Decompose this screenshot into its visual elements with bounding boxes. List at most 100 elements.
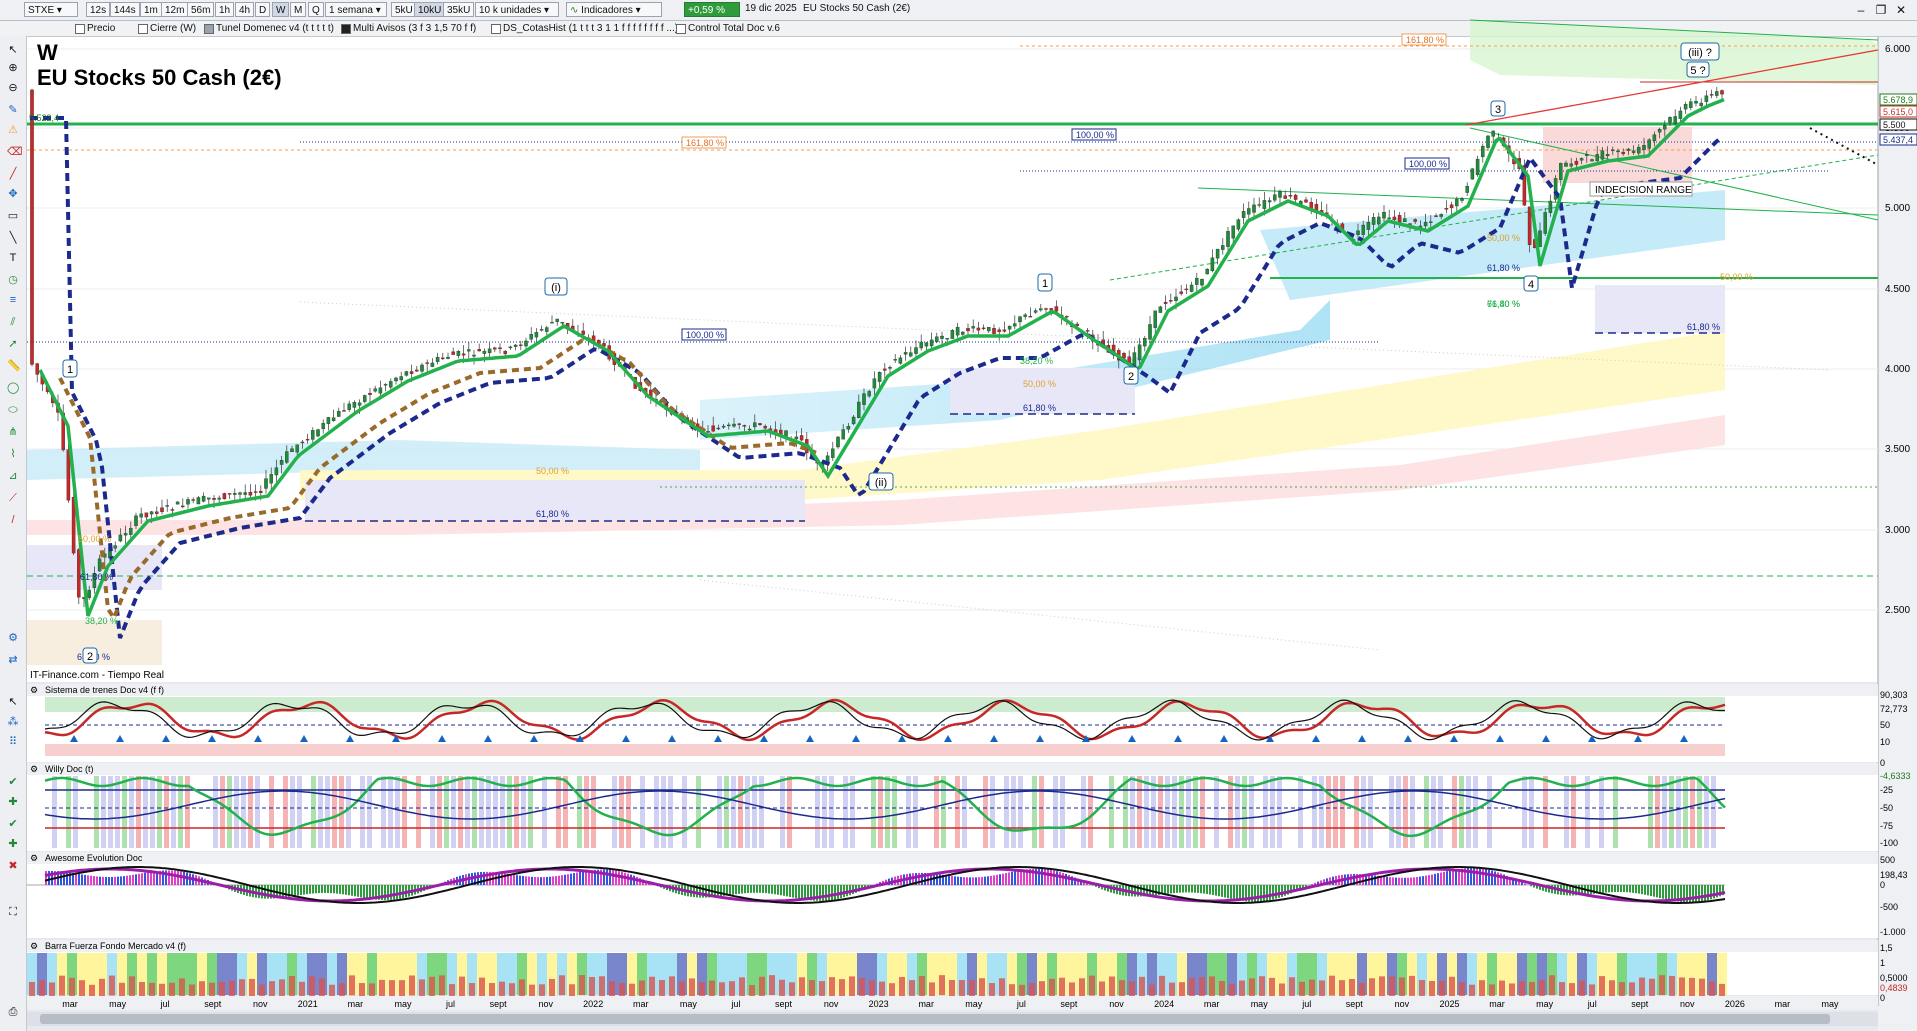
barra-segment (1257, 953, 1267, 995)
restore-icon[interactable]: ❐ (1875, 3, 1887, 17)
willy-band (430, 776, 435, 848)
plus-icon[interactable]: ✚ (8, 838, 18, 850)
alert-icon[interactable]: ⚠ (8, 124, 18, 136)
candle (357, 402, 362, 406)
awesome-bar (426, 885, 428, 890)
tf-144s-button[interactable]: 144s (110, 2, 140, 17)
units-selector[interactable]: 10 k unidades ▾ (475, 2, 559, 17)
indicators-button[interactable]: ∿ Indicadores ▾ (566, 2, 662, 17)
panel-tool-3-icon[interactable]: ↖ (8, 696, 18, 708)
barra-segment (367, 953, 377, 995)
units-35k-button[interactable]: 35kU (443, 2, 475, 17)
tf-12m-button[interactable]: 12m (161, 2, 189, 17)
barra-red-bar (859, 977, 865, 998)
units-10k-button[interactable]: 10kU (414, 2, 446, 17)
wave-tool-icon[interactable]: ⌇ (10, 448, 16, 460)
panel-tool-4-icon[interactable]: ⁂ (7, 716, 19, 728)
channel-icon[interactable]: ⫽ (10, 316, 16, 328)
text-tool-icon[interactable]: T (9, 252, 17, 264)
confirm-icon[interactable]: ✔ (8, 818, 18, 830)
barra-red-bar (249, 978, 255, 999)
trenes-up-marker (116, 735, 124, 742)
barra-red-bar (1199, 977, 1205, 998)
candle (1049, 308, 1053, 311)
barra-red-bar (619, 983, 625, 1004)
willy-band (535, 776, 540, 848)
trenes-settings-icon[interactable]: ⚙ (30, 685, 38, 695)
horizontal-scrollbar[interactable] (27, 1012, 1878, 1026)
tf-q-button[interactable]: Q (308, 2, 324, 17)
fib-box-mid (950, 368, 1135, 414)
symbol-selector[interactable]: STXE ▾ (24, 2, 78, 17)
ellipse-tool-icon[interactable]: ⬭ (8, 404, 18, 416)
willy-band (647, 776, 652, 848)
tf-12s-button[interactable]: 12s (86, 2, 111, 17)
move-icon[interactable]: ✥ (8, 188, 18, 200)
tf-1m-button[interactable]: 1m (140, 2, 162, 17)
willy-settings-icon[interactable]: ⚙ (30, 764, 38, 774)
gann-icon[interactable]: ⊿ (8, 470, 18, 482)
tf-m-button[interactable]: M (290, 2, 307, 17)
rectangle-icon[interactable]: ▭ (7, 210, 19, 222)
tf-d-button[interactable]: D (255, 2, 271, 17)
candle (461, 353, 466, 356)
awesome-bar (1605, 885, 1607, 893)
ruler-icon[interactable]: 📏 (7, 360, 21, 372)
awesome-bar (1152, 885, 1154, 896)
zoom-out-icon[interactable]: ⊖ (8, 82, 18, 94)
period-selector[interactable]: 1 semana ▾ (325, 2, 387, 17)
legend-multi-avisos[interactable]: Multi Avisos (3 f 3 1,5 70 f f) (340, 22, 476, 35)
pencil-icon[interactable]: ✎ (8, 104, 18, 116)
barra-settings-icon[interactable]: ⚙ (30, 941, 38, 951)
expand-icon[interactable]: ⛶ (9, 906, 17, 918)
tf-4h-button[interactable]: 4h (235, 2, 255, 17)
check-icon[interactable]: ✔ (8, 776, 18, 788)
minimize-icon[interactable]: – (1857, 3, 1865, 17)
candle (571, 325, 575, 332)
close-icon[interactable]: ✕ (1895, 3, 1907, 17)
awesome-settings-icon[interactable]: ⚙ (30, 853, 38, 863)
tf-1h-button[interactable]: 1h (215, 2, 235, 17)
legend-control-total[interactable]: Control Total Doc v.6 (675, 22, 780, 35)
awesome-bar (783, 885, 785, 896)
tf-56m-button[interactable]: 56m (187, 2, 215, 17)
panel-tool-1-icon[interactable]: ⚙ (8, 632, 18, 644)
awesome-bar (1497, 872, 1499, 885)
awesome-bar (177, 871, 179, 885)
trenes-up-marker (668, 735, 676, 742)
panel-tool-2-icon[interactable]: ⇄ (8, 654, 18, 666)
tf-w-button[interactable]: W (272, 2, 290, 17)
candle (1267, 200, 1272, 203)
scrollbar-thumb[interactable] (40, 1014, 1830, 1024)
arrow-tool-icon[interactable]: ➚ (8, 338, 18, 350)
cursor-icon[interactable]: ↖ (8, 44, 18, 56)
fib-label-box-3 (1071, 128, 1117, 141)
eraser-icon[interactable]: ⌫ (7, 146, 23, 158)
fibonacci-icon[interactable]: ≡ (9, 294, 17, 306)
trend-up-icon[interactable]: ╱ (9, 168, 17, 180)
time-icon[interactable]: ◷ (8, 274, 18, 286)
slash-icon[interactable]: / (11, 514, 15, 526)
awesome-bar (1473, 868, 1475, 885)
line-tool-icon[interactable]: ╲ (9, 232, 17, 244)
barra-segment (1187, 953, 1197, 995)
fan-icon[interactable]: ⟋ (9, 492, 17, 504)
legend-cierre[interactable]: Cierre (W) (137, 22, 196, 35)
circle-tool-icon[interactable]: ◯ (7, 382, 20, 394)
delete-icon[interactable]: ✖ (8, 860, 18, 872)
candle (659, 400, 663, 403)
legend-precio[interactable]: Precio (74, 22, 115, 35)
units-5k-button[interactable]: 5kU (391, 2, 417, 17)
legend-tunel[interactable]: Tunel Domenec v4 (t t t t t) (203, 22, 334, 35)
pitchfork-icon[interactable]: ⋔ (8, 426, 18, 438)
barra-segment (1037, 953, 1047, 995)
barra-red-bar (1449, 976, 1455, 997)
candle (581, 330, 585, 335)
print-icon[interactable]: ⎙ (8, 1006, 18, 1018)
panel-tool-5-icon[interactable]: ⠿ (8, 736, 18, 748)
barra-segment (1327, 953, 1337, 995)
zoom-in-icon[interactable]: ⊕ (8, 62, 18, 74)
legend-cotashist[interactable]: DS_CotasHist (1 t t t 3 1 1 f f f f f f … (490, 22, 678, 35)
willy-band (59, 776, 64, 848)
add-icon[interactable]: ✚ (8, 796, 18, 808)
